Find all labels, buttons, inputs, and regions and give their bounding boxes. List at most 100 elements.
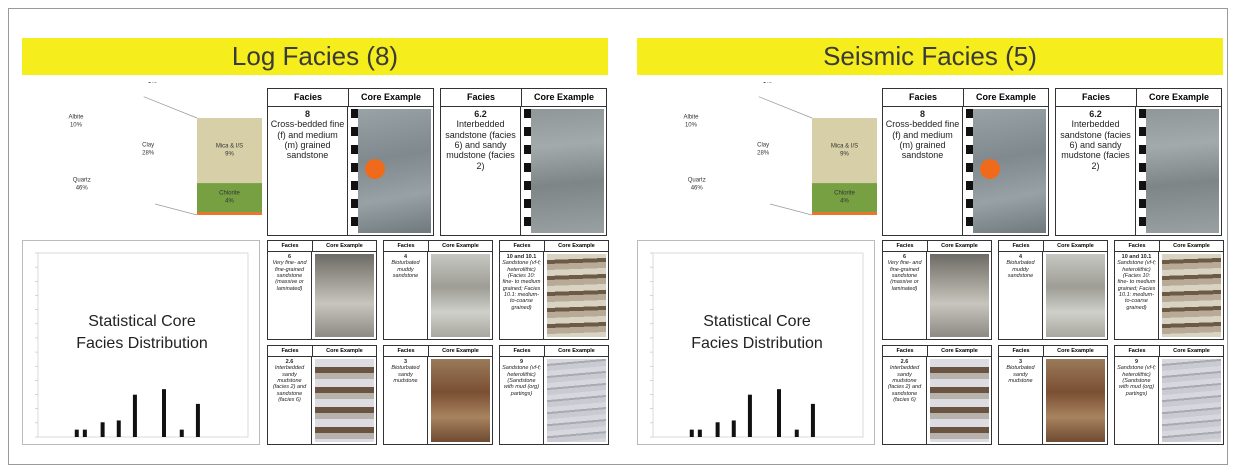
pie-value-label: 9% [710,113,719,119]
clay-label: Mica & I/S [216,144,243,150]
header-core: Core Example [1057,243,1094,249]
card-header: Facies Core Example [1056,89,1221,107]
facies-card: Facies Core Example 8 Cross-bedded fine (f)… [882,88,1049,236]
header-facies: Facies [999,346,1044,356]
header-facies: Facies [1115,241,1160,251]
facies-id: 6.2 [1089,109,1102,119]
histogram-bar [731,420,736,437]
facies-id: 2.6 [285,359,294,365]
facies-card: Facies Core Example 9 Sandstone (vf-f; hete… [499,345,609,445]
pie-label: Albite [683,115,699,121]
core-photo [547,254,606,337]
facies-text: Very fine- and fine-grained sandstone (m… [887,260,922,292]
pie-label: Albite [68,115,84,121]
facies-id: 4 [1018,254,1023,260]
leader-line [758,96,813,119]
header-core: Core Example [941,243,978,249]
facies-card: Facies Core Example 3 Bioturbated sandy mud… [998,345,1108,445]
card-desc: 8 Cross-bedded fine (f) and medium (m) gr… [268,107,348,235]
facies-card: Facies Core Example 4 Bioturbated muddy san… [383,240,493,340]
facies-card: Facies Core Example 6.2 Interbedded sandsto… [440,88,607,236]
pie-value-label: 28% [142,150,155,156]
core-photo [1046,254,1105,337]
pie-value-label: 9% [95,113,104,119]
histogram-bar [195,403,200,437]
card-desc: 10 and 10.1 Sandstone (vf-f; heterolithic… [1115,252,1159,339]
clay-value-label: 9% [225,152,234,158]
panel: Log Facies (8)Albite10%Calcite9%Dolomite… [22,38,609,448]
ruler [1139,109,1146,233]
card-header: Facies Core Example [268,89,433,107]
facies-id: 10 and 10.1 [1121,254,1152,260]
core-photo [315,254,374,337]
header-facies: Facies [500,241,545,251]
clay-segment [197,118,262,184]
facies-card: Facies Core Example 2.6 Interbedded sandy m… [267,345,377,445]
card-header: Facies Core Example [500,241,608,252]
header-core: Core Example [360,92,422,102]
card-header: Facies Core Example [500,346,608,357]
facies-text: Sandstone (vf-f; heterolithic) (Sandston… [1117,365,1156,397]
pie-label: Clay [142,142,154,148]
header-facies: Facies [441,89,522,106]
card-desc: 3 Bioturbated sandy mudstone [384,357,428,444]
core-photo [315,359,374,442]
card-desc: 2.6 Interbedded sandy mudstone (facies 2)… [883,357,927,444]
card-desc: 3 Bioturbated sandy mudstone [999,357,1043,444]
core-photo [351,109,431,233]
core-photo [930,359,989,442]
header-core: Core Example [1057,348,1094,354]
header-facies: Facies [500,346,545,356]
header-core: Core Example [1173,348,1210,354]
facies-text: Cross-bedded fine (f) and medium (m) gra… [270,119,345,161]
card-desc: 10 and 10.1 Sandstone (vf-f; heterolithic… [500,252,544,339]
histogram-bar [162,389,166,437]
facies-id: 3 [403,359,408,365]
facies-card: Facies Core Example 10 and 10.1 Sandstone (… [499,240,609,340]
clay-value-label: 9% [840,152,849,158]
pie-value-label: 10% [70,123,83,129]
pie-value-label: 46% [691,186,704,192]
core-photo [930,254,989,337]
core-photo [1139,109,1219,233]
leader-line [769,203,813,216]
card-header: Facies Core Example [384,346,492,357]
pie-value-label: 1% [763,82,772,85]
histogram [35,252,249,438]
card-header: Facies Core Example [999,241,1107,252]
histogram-bar [810,403,815,437]
histogram-bar [179,429,184,437]
pie-value-label: 46% [76,186,89,192]
leader-line [143,96,198,119]
marker-dot [365,159,385,179]
facies-card: Facies Core Example 4 Bioturbated muddy san… [998,240,1108,340]
frame [8,8,1228,465]
facies-card: Facies Core Example 6 Very fine- and fine-g… [882,240,992,340]
plot-frame [652,252,864,438]
header-core: Core Example [1173,243,1210,249]
clay-base [197,212,262,215]
facies-id: 2.6 [900,359,909,365]
facies-text: Interbedded sandstone (facies 6) and san… [445,119,516,171]
facies-id: 6.2 [474,109,487,119]
histogram-bar [74,429,79,437]
facies-text: Bioturbated muddy sandstone [391,260,420,279]
header-facies: Facies [268,89,349,106]
header-facies: Facies [268,346,313,356]
clay-segment [812,183,877,212]
core-photo [1162,359,1221,442]
card-header: Facies Core Example [883,89,1048,107]
panel-title: Seismic Facies (5) [637,38,1223,75]
histogram-bar [794,429,799,437]
facies-card: Facies Core Example 10 and 10.1 Sandstone (… [1114,240,1224,340]
facies-id: 3 [1018,359,1023,365]
card-desc: 6.2 Interbedded sandstone (facies 6) and … [441,107,521,235]
card-header: Facies Core Example [441,89,606,107]
facies-card: Facies Core Example 2.6 Interbedded sandy m… [882,345,992,445]
core-photo [431,254,490,337]
clay-label: Mica & I/S [831,144,858,150]
header-core: Core Example [975,92,1037,102]
facies-text: Bioturbated muddy sandstone [1006,260,1035,279]
facies-text: Bioturbated sandy mudstone [1006,365,1035,384]
